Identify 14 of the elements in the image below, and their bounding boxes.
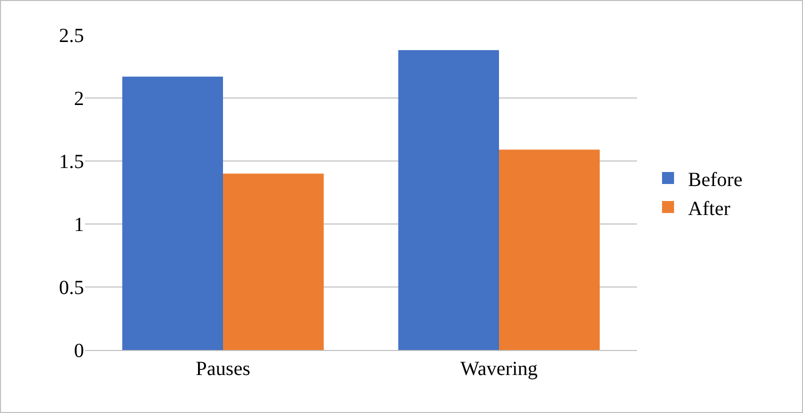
legend-label: After bbox=[688, 198, 731, 220]
y-tick-label: 1 bbox=[74, 214, 84, 236]
bar bbox=[122, 76, 223, 350]
x-tick-label: Wavering bbox=[460, 358, 538, 380]
legend-label: Before bbox=[688, 168, 743, 191]
bar bbox=[398, 50, 499, 350]
y-tick-label: 0 bbox=[74, 340, 84, 362]
bar bbox=[223, 174, 324, 350]
y-tick-label: 1.5 bbox=[59, 151, 84, 173]
bar bbox=[499, 150, 600, 350]
y-tick-label: 2 bbox=[74, 88, 84, 110]
y-tick-label: 2.5 bbox=[59, 25, 84, 47]
x-tick-label: Pauses bbox=[196, 358, 250, 380]
y-tick-label: 0.5 bbox=[59, 277, 84, 299]
